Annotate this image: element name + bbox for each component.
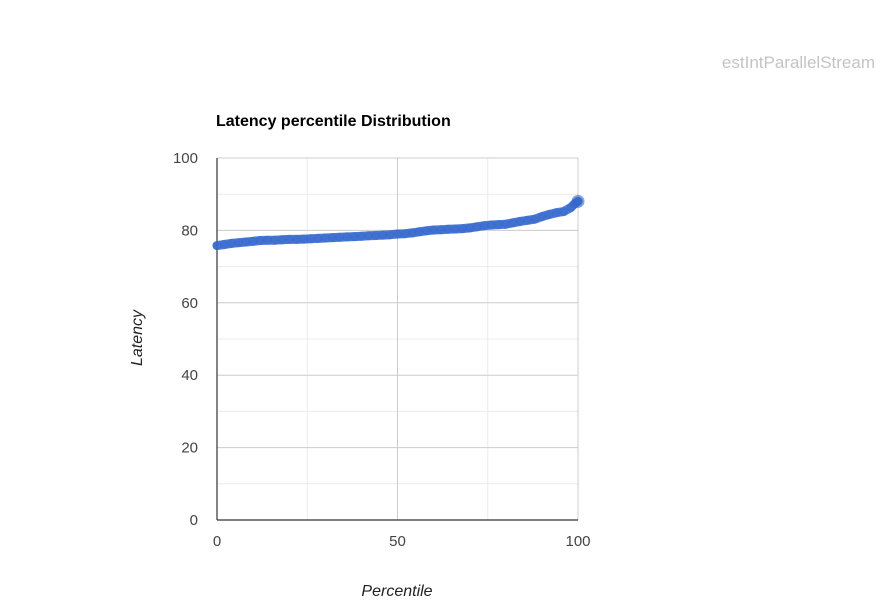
header-label: estIntParallelStream: [722, 53, 875, 72]
data-point: [400, 229, 410, 239]
data-point: [551, 208, 561, 218]
series-group: [212, 194, 585, 251]
data-point: [443, 224, 453, 234]
data-point: [270, 235, 280, 245]
data-point: [241, 237, 251, 247]
y-tick-label: 40: [181, 367, 198, 384]
grid-lines: [217, 157, 579, 520]
data-point: [378, 230, 388, 240]
x-tick-label: 0: [213, 533, 221, 550]
axes: [216, 158, 578, 521]
data-point: [313, 233, 323, 243]
data-point: [349, 232, 359, 242]
data-point: [212, 241, 222, 251]
data-point: [306, 234, 316, 244]
data-point: [486, 220, 496, 230]
data-point: [501, 219, 511, 229]
data-point: [356, 231, 366, 241]
y-tick-label: 100: [173, 150, 198, 167]
data-point: [234, 238, 244, 248]
data-point: [436, 225, 446, 235]
data-point: [465, 223, 475, 233]
data-point: [479, 221, 489, 231]
data-point: [544, 210, 554, 219]
data-point: [328, 233, 337, 243]
data-point: [284, 234, 294, 244]
end-point: [571, 194, 585, 208]
y-tick-label: 60: [181, 295, 198, 312]
data-point: [320, 233, 330, 243]
data-point: [458, 224, 467, 234]
data-point: [407, 228, 417, 238]
tick-labels: 0 20 40 60 80 100 0 50 100: [173, 150, 591, 550]
data-point: [291, 234, 301, 244]
data-point: [508, 218, 518, 228]
data-point: [342, 232, 352, 242]
data-point: [385, 230, 395, 240]
y-tick-label: 80: [181, 222, 198, 239]
data-point: [335, 232, 345, 242]
data-point: [494, 220, 504, 230]
data-point: [472, 222, 482, 232]
data-point: [523, 215, 532, 225]
data-point: [393, 229, 402, 239]
data-point: [537, 212, 547, 222]
data-point: [414, 227, 424, 237]
x-axis-title: Percentile: [361, 583, 432, 600]
y-tick-label: 0: [190, 512, 198, 529]
data-point: [450, 224, 460, 234]
data-point: [226, 238, 236, 248]
data-point: [255, 236, 265, 245]
data-point: [219, 240, 229, 249]
data-point: [530, 214, 540, 224]
x-tick-label: 100: [565, 533, 590, 550]
data-point: [515, 216, 525, 226]
data-point: [248, 236, 258, 246]
data-point: [277, 235, 287, 245]
data-point: [421, 226, 431, 236]
data-point: [263, 235, 272, 245]
data-point: [559, 207, 569, 217]
y-axis-title: Latency: [129, 309, 146, 366]
chart-title: Latency percentile Distribution: [216, 113, 451, 130]
data-point: [299, 234, 309, 244]
x-tick-label: 50: [389, 533, 406, 550]
data-point: [371, 231, 381, 240]
data-point: [364, 231, 374, 241]
data-point: [429, 225, 439, 235]
y-tick-label: 20: [181, 440, 198, 457]
